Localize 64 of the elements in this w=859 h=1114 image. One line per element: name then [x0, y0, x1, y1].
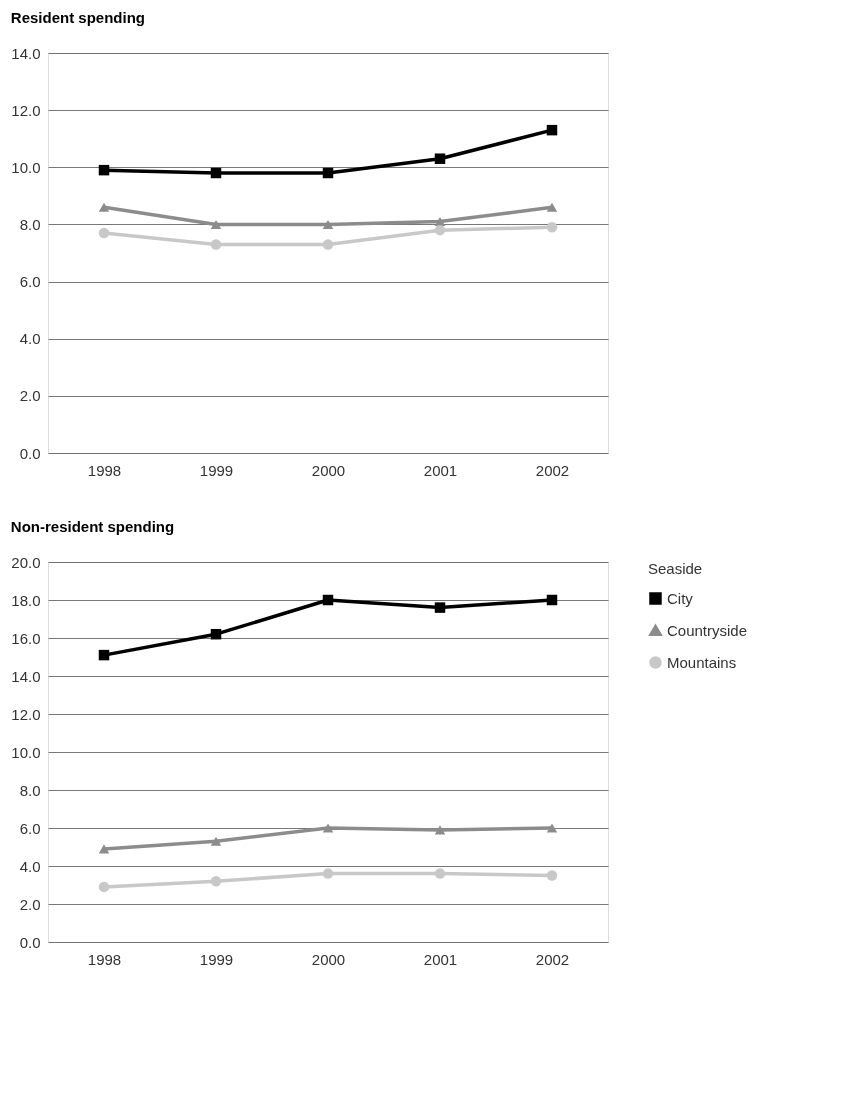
- point: [546, 870, 558, 881]
- point: [98, 881, 110, 893]
- y-tick-label: 0.0: [19, 444, 41, 462]
- y-tick-label: 10.0: [11, 158, 41, 176]
- x-tick-label: 2002: [535, 950, 570, 968]
- x-tick-label: 2001: [423, 461, 458, 479]
- y-tick-label: 12.0: [11, 101, 41, 119]
- legend-label: City: [667, 589, 694, 607]
- y-tick-label: 0.0: [19, 933, 41, 951]
- y-tick-label: 4.0: [19, 857, 41, 875]
- point: [322, 868, 334, 879]
- y-tick-label: 2.0: [19, 387, 41, 405]
- point: [210, 836, 222, 846]
- point: [210, 628, 222, 640]
- point: [546, 124, 558, 136]
- point: [434, 825, 446, 835]
- y-tick-label: 8.0: [19, 781, 41, 799]
- legend-title: Seaside: [648, 560, 703, 577]
- y-tick-label: 8.0: [19, 215, 41, 233]
- x-tick-label: 2000: [311, 461, 346, 479]
- x-tick-label: 2002: [535, 461, 570, 479]
- point: [322, 219, 334, 229]
- point: [98, 649, 110, 661]
- x-tick-label: 2000: [311, 950, 346, 968]
- chart-title: Resident spending: [10, 9, 145, 26]
- point: [546, 823, 558, 833]
- point: [98, 164, 110, 176]
- point: [210, 239, 222, 250]
- point: [210, 219, 222, 229]
- x-tick-label: 2001: [423, 950, 458, 968]
- point: [434, 868, 446, 879]
- point: [434, 224, 446, 236]
- x-tick-label: 1998: [87, 461, 122, 479]
- y-tick-label: 6.0: [19, 273, 41, 291]
- y-tick-label: 12.0: [11, 705, 41, 723]
- point: [322, 167, 334, 179]
- x-tick-label: 1999: [199, 461, 234, 479]
- y-tick-label: 2.0: [19, 895, 41, 913]
- point: [210, 167, 222, 179]
- y-tick-label: 14.0: [11, 667, 41, 685]
- y-tick-label: 6.0: [19, 819, 41, 837]
- legend-label: Countryside: [667, 621, 748, 639]
- point: [434, 153, 446, 164]
- point: [434, 602, 446, 613]
- point: [98, 227, 110, 239]
- y-tick-label: 14.0: [11, 44, 41, 62]
- point: [546, 594, 558, 606]
- point: [546, 222, 558, 233]
- y-tick-label: 4.0: [19, 330, 41, 348]
- x-tick-label: 1998: [87, 950, 122, 968]
- point: [210, 875, 222, 887]
- point: [98, 844, 110, 854]
- legend-label: Mountains: [667, 653, 737, 671]
- point: [322, 594, 334, 606]
- y-tick-label: 10.0: [11, 743, 41, 761]
- y-tick-label: 18.0: [11, 591, 41, 609]
- point: [322, 823, 334, 833]
- point: [98, 202, 110, 212]
- chart-title: Non-resident spending: [10, 518, 175, 535]
- point: [546, 202, 558, 212]
- x-tick-label: 1999: [199, 950, 234, 968]
- y-tick-label: 16.0: [11, 629, 41, 647]
- y-tick-label: 20.0: [11, 553, 41, 571]
- point: [322, 239, 334, 250]
